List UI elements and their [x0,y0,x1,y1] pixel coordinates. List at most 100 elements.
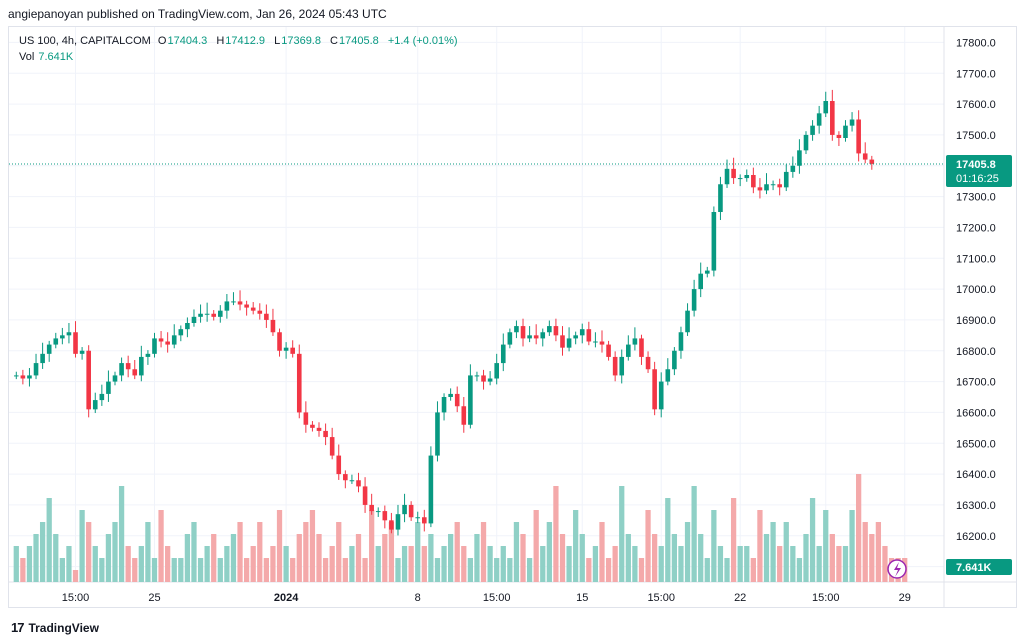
candle-body [178,329,184,336]
candle-body [606,344,611,357]
candle-body [856,119,861,154]
candle-body [790,165,796,172]
volume-bar [369,510,375,582]
candle-body [303,412,309,425]
y-tick-label: 16400.0 [956,469,996,481]
candle-body [665,369,671,382]
symbol-label: US 100, 4h, CAPITALCOM [19,35,151,47]
candle-body [547,326,552,333]
y-tick-label: 16600.0 [956,407,996,419]
candle-body [632,338,638,345]
candle-body [204,313,210,315]
volume-bar [296,534,302,582]
volume-bar [92,546,98,582]
candle-body [652,369,657,410]
volume-bar [513,522,520,582]
volume-bar [559,534,566,582]
candle-body [599,341,605,345]
candle-body [685,310,690,333]
volume-bar [309,510,316,582]
volume-key: Vol [19,51,35,63]
volume-bar [217,558,223,582]
candle-body [231,301,236,303]
candle-body [481,375,486,382]
volume-bar [99,558,105,582]
candle-body [698,273,704,290]
candle-body [20,375,26,379]
volume-bar [270,546,276,582]
volume-bar [224,546,230,582]
volume-bar [573,510,579,582]
volume-bar [165,546,171,582]
candle-body [797,150,802,166]
y-tick-label: 17300.0 [956,192,996,204]
volume-bar [66,546,72,582]
chart-panel[interactable]: 17800.017700.017600.017500.017400.017300… [8,26,1017,608]
volume-bar [184,534,191,582]
candle-body [244,304,249,308]
candle-body [468,375,473,425]
volume-bar [579,534,585,582]
candle-body [323,430,328,438]
candle-body [283,347,289,351]
candle-body [843,125,848,138]
volume-bar [757,510,763,582]
volume-bar [540,546,546,582]
candle-body [402,504,407,515]
candle-body [764,184,769,191]
volume-bar [842,546,849,582]
candle-body [33,363,39,376]
volume-bar [645,510,651,582]
volume-bar [20,558,26,582]
candle-body [645,356,651,370]
volume-bar [862,522,868,582]
candle-body [336,455,342,475]
volume-bar [421,546,427,582]
volume-bar [59,558,65,582]
candle-body [520,326,526,339]
volume-bar [355,534,362,582]
volume-bar [684,522,691,582]
volume-bar [546,522,552,582]
volume-bar [382,534,388,582]
candle-body [704,270,710,274]
volume-bar [158,510,164,582]
candle-body [527,335,532,339]
volume-bar [526,558,533,582]
candle-body [533,335,539,339]
candle-body [830,101,835,135]
volume-bar [724,558,730,582]
candle-body [296,353,302,413]
volume-bar [46,498,52,582]
volume-bar [882,546,888,582]
x-tick-label: 15:00 [647,592,675,604]
volume-row: Vol 7.641K [19,49,464,65]
volume-bar [698,534,704,582]
volume-bar [395,558,401,582]
candle-body [612,356,618,376]
volume-bar [632,546,638,582]
volume-bar [592,546,599,582]
volume-bar [770,522,776,582]
candle-body [250,307,256,311]
candle-body [678,332,684,351]
candlestick-chart[interactable]: 17800.017700.017600.017500.017400.017300… [9,27,1016,607]
volume-bar [856,474,862,582]
volume-bar [197,558,204,582]
footer-brand[interactable]: 17 TradingView [11,620,99,635]
volume-bar [737,546,743,582]
candle-body [53,338,59,345]
volume-bar [290,558,296,582]
y-tick-label: 16500.0 [956,438,996,450]
volume-bar [454,522,460,582]
y-tick-label: 16200.0 [956,531,996,543]
candle-body [560,335,565,348]
y-tick-label: 17700.0 [956,68,996,80]
candle-body [92,400,98,410]
candle-body [849,119,855,126]
volume-bar [322,558,329,582]
candle-body [757,187,763,191]
candle-body [494,363,499,379]
volume-bar [72,570,79,582]
candle-body [40,353,45,364]
